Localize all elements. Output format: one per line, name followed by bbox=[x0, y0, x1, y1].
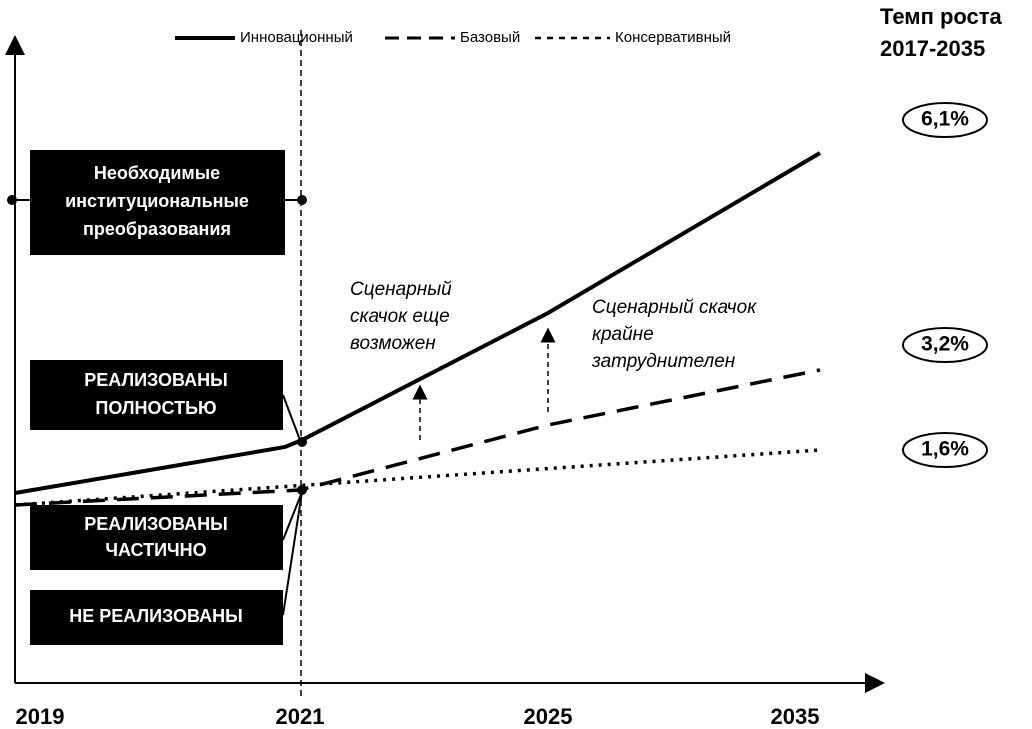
annotation: Сценарный скачок bbox=[592, 297, 757, 318]
annotation: крайне bbox=[592, 324, 654, 345]
box-label: преобразования bbox=[83, 219, 231, 239]
legend-label: Инновационный bbox=[240, 29, 353, 46]
year: 2035 bbox=[771, 704, 820, 729]
rate-header: Темп роста bbox=[880, 4, 1003, 29]
box-label: РЕАЛИЗОВАНЫ bbox=[84, 370, 228, 390]
annotation: Сценарный bbox=[350, 279, 452, 300]
box-label: Необходимые bbox=[94, 163, 220, 183]
rate: 3,2% bbox=[921, 333, 969, 356]
legend-label: Базовый bbox=[460, 29, 520, 46]
legend-label: Консервативный bbox=[615, 29, 731, 46]
rate: 1,6% bbox=[921, 438, 969, 461]
year: 2021 bbox=[276, 704, 325, 729]
rate-header: 2017-2035 bbox=[880, 36, 985, 61]
year: 2025 bbox=[524, 704, 573, 729]
box-label: РЕАЛИЗОВАНЫ bbox=[84, 514, 228, 534]
boxes bbox=[30, 150, 285, 645]
box-label: ПОЛНОСТЬЮ bbox=[95, 398, 216, 418]
box-label: НЕ РЕАЛИЗОВАНЫ bbox=[69, 606, 243, 626]
rate-ovals bbox=[902, 102, 988, 468]
year: 2019 bbox=[16, 704, 65, 729]
annotation: скачок еще bbox=[350, 306, 450, 327]
box-label: институциональные bbox=[65, 191, 249, 211]
annotation: возможен bbox=[350, 333, 436, 354]
rate: 6,1% bbox=[921, 108, 969, 131]
annotation: затруднителен bbox=[591, 351, 736, 372]
box-label: ЧАСТИЧНО bbox=[105, 540, 206, 560]
dots bbox=[7, 195, 307, 495]
